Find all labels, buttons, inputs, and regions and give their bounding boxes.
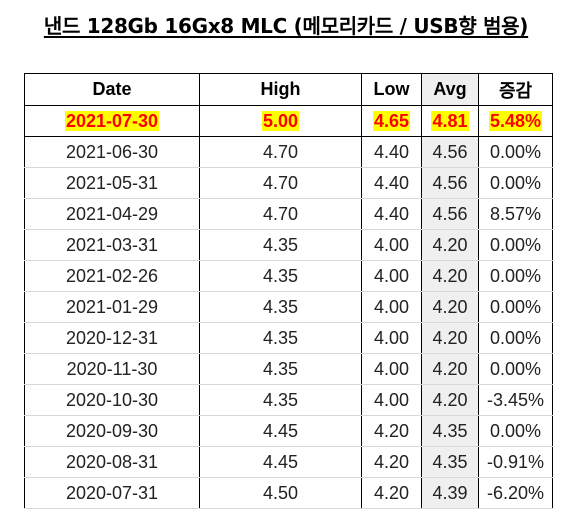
cell-change: 0.00% [478, 415, 553, 447]
cell-date: 2021-01-29 [24, 291, 200, 323]
table-row: 2020-10-30 4.35 4.00 4.20 -3.45% [24, 384, 553, 416]
cell-date: 2021-07-30 [24, 105, 200, 137]
cell-date: 2021-04-29 [24, 198, 200, 230]
table-row: 2020-09-30 4.45 4.20 4.35 0.00% [24, 415, 553, 447]
table-row-highlight: 2021-07-30 5.00 4.65 4.81 5.48% [24, 105, 553, 137]
cell-avg: 4.39 [421, 477, 479, 509]
column-header-avg: Avg [421, 73, 479, 106]
cell-date: 2020-11-30 [24, 353, 200, 385]
cell-low: 4.40 [361, 136, 422, 168]
highlighted-value: 4.65 [372, 110, 411, 131]
table-row: 2020-11-30 4.35 4.00 4.20 0.00% [24, 353, 553, 385]
cell-high: 4.45 [199, 415, 362, 447]
table-header-row: Date High Low Avg 증감 [24, 73, 553, 106]
cell-low: 4.00 [361, 384, 422, 416]
cell-high: 4.35 [199, 384, 362, 416]
table-row: 2021-04-29 4.70 4.40 4.56 8.57% [24, 198, 553, 230]
cell-avg: 4.56 [421, 198, 479, 230]
cell-change: -0.91% [478, 446, 553, 478]
cell-low: 4.20 [361, 477, 422, 509]
cell-high: 4.35 [199, 291, 362, 323]
page-title: 낸드 128Gb 16Gx8 MLC (메모리카드 / USB향 범용) [43, 14, 529, 38]
cell-change: 0.00% [478, 260, 553, 292]
cell-date: 2021-02-26 [24, 260, 200, 292]
table-row: 2021-02-26 4.35 4.00 4.20 0.00% [24, 260, 553, 292]
cell-low: 4.65 [361, 105, 422, 137]
cell-avg: 4.35 [421, 446, 479, 478]
column-header-date: Date [24, 73, 200, 106]
cell-low: 4.00 [361, 353, 422, 385]
cell-high: 4.50 [199, 477, 362, 509]
cell-avg: 4.81 [421, 105, 479, 137]
cell-high: 4.35 [199, 260, 362, 292]
cell-avg: 4.20 [421, 353, 479, 385]
cell-high: 4.70 [199, 167, 362, 199]
table-row: 2021-05-31 4.70 4.40 4.56 0.00% [24, 167, 553, 199]
cell-low: 4.40 [361, 167, 422, 199]
cell-change: 0.00% [478, 167, 553, 199]
cell-change: 0.00% [478, 291, 553, 323]
cell-change: 0.00% [478, 136, 553, 168]
cell-avg: 4.20 [421, 384, 479, 416]
cell-avg: 4.20 [421, 229, 479, 261]
cell-high: 4.70 [199, 198, 362, 230]
cell-high: 4.35 [199, 229, 362, 261]
cell-low: 4.40 [361, 198, 422, 230]
highlighted-value: 4.81 [431, 110, 469, 131]
cell-date: 2020-08-31 [24, 446, 200, 478]
cell-date: 2020-07-31 [24, 477, 200, 509]
cell-avg: 4.20 [421, 260, 479, 292]
table-row: 2020-07-31 4.50 4.20 4.39 -6.20% [24, 477, 553, 509]
cell-date: 2020-12-31 [24, 322, 200, 354]
highlighted-value: 2021-07-30 [64, 110, 160, 131]
cell-change: -6.20% [478, 477, 553, 509]
cell-date: 2021-03-31 [24, 229, 200, 261]
table-row: 2020-12-31 4.35 4.00 4.20 0.00% [24, 322, 553, 354]
cell-high: 4.45 [199, 446, 362, 478]
cell-change: 0.00% [478, 322, 553, 354]
cell-low: 4.00 [361, 291, 422, 323]
cell-high: 4.70 [199, 136, 362, 168]
highlighted-value: 5.48% [488, 110, 543, 131]
cell-date: 2020-09-30 [24, 415, 200, 447]
cell-avg: 4.35 [421, 415, 479, 447]
cell-date: 2021-06-30 [24, 136, 200, 168]
cell-avg: 4.56 [421, 136, 479, 168]
cell-high: 4.35 [199, 353, 362, 385]
highlighted-value: 5.00 [261, 110, 300, 131]
cell-change: 5.48% [478, 105, 553, 137]
cell-change: 0.00% [478, 353, 553, 385]
cell-avg: 4.20 [421, 322, 479, 354]
cell-change: -3.45% [478, 384, 553, 416]
cell-date: 2021-05-31 [24, 167, 200, 199]
cell-avg: 4.56 [421, 167, 479, 199]
cell-low: 4.20 [361, 446, 422, 478]
cell-change: 0.00% [478, 229, 553, 261]
column-header-high: High [199, 73, 362, 106]
cell-change: 8.57% [478, 198, 553, 230]
table-row: 2021-01-29 4.35 4.00 4.20 0.00% [24, 291, 553, 323]
column-header-change: 증감 [478, 73, 553, 106]
cell-low: 4.20 [361, 415, 422, 447]
cell-date: 2020-10-30 [24, 384, 200, 416]
price-table: Date High Low Avg 증감 2021-07-30 5.00 4.6… [24, 73, 553, 509]
cell-high: 4.35 [199, 322, 362, 354]
table-row: 2021-03-31 4.35 4.00 4.20 0.00% [24, 229, 553, 261]
cell-low: 4.00 [361, 229, 422, 261]
table-row: 2020-08-31 4.45 4.20 4.35 -0.91% [24, 446, 553, 478]
table-row: 2021-06-30 4.70 4.40 4.56 0.00% [24, 136, 553, 168]
cell-low: 4.00 [361, 260, 422, 292]
cell-high: 5.00 [199, 105, 362, 137]
column-header-low: Low [361, 73, 422, 106]
cell-avg: 4.20 [421, 291, 479, 323]
cell-low: 4.00 [361, 322, 422, 354]
